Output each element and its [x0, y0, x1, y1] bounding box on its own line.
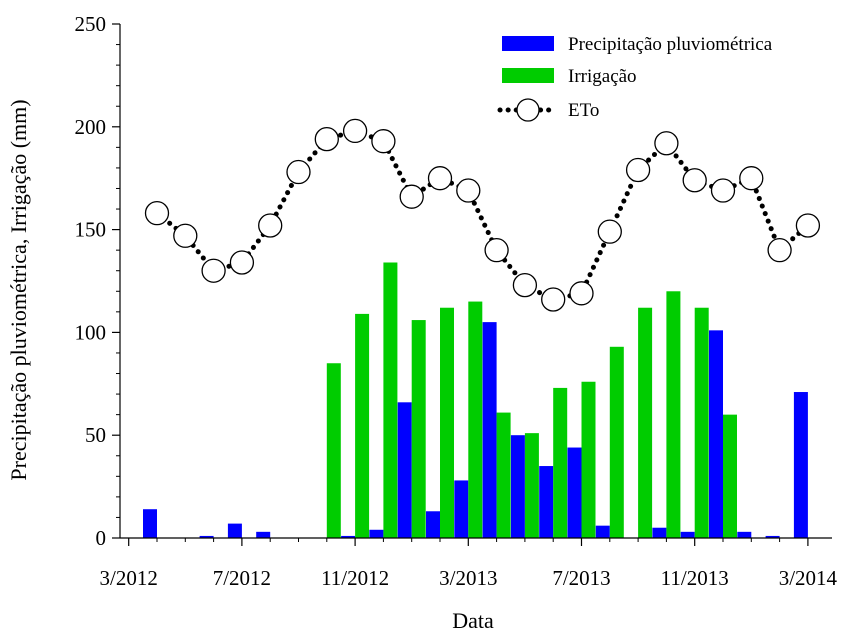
bar-precipitation-12/2012 — [369, 529, 384, 538]
eto-point-6/2012 — [201, 258, 226, 283]
bar-precipitation-6/2013 — [539, 466, 554, 538]
bar-irrigation-11/2012 — [355, 313, 370, 538]
bar-irrigation-7/2013 — [581, 381, 596, 538]
x-tick-label-3/2012: 3/2012 — [100, 566, 158, 590]
legend-swatch-precipitation — [502, 36, 554, 51]
eto-point-3/2014 — [795, 213, 821, 238]
bars-layer — [143, 262, 808, 538]
x-axis-title: Data — [452, 608, 494, 633]
eto-point-7/2013 — [569, 281, 594, 306]
eto-point-8/2013 — [597, 219, 622, 244]
x-tick-label-7/2012: 7/2012 — [213, 566, 271, 590]
eto-point-12/2013 — [710, 178, 736, 203]
bar-precipitation-1/2013 — [397, 402, 412, 538]
x-tick-label-7/2013: 7/2013 — [552, 566, 610, 590]
bar-precipitation-2/2013 — [426, 511, 440, 538]
bar-irrigation-10/2012 — [326, 363, 341, 538]
legend-label-precipitation: Precipitação pluviométrica — [568, 34, 773, 55]
legend-label-irrigation: Irrigação — [568, 66, 637, 87]
eto-point-3/2013 — [456, 178, 481, 203]
y-axis-title: Precipitação pluviométrica, Irrigação (m… — [6, 99, 31, 480]
legend: Precipitação pluviométrica Irrigação ETo — [497, 34, 773, 122]
bar-precipitation-7/2012 — [227, 523, 242, 538]
x-tick-label-11/2012: 11/2012 — [321, 566, 389, 590]
eto-point-6/2013 — [541, 287, 566, 312]
eto-point-10/2012 — [314, 126, 339, 152]
bar-precipitation-4/2012 — [143, 509, 157, 538]
legend-marker-eto — [516, 98, 540, 122]
bar-irrigation-12/2013 — [723, 414, 737, 538]
bar-precipitation-10/2013 — [652, 527, 667, 538]
y-tick-label-100: 100 — [75, 320, 107, 344]
eto-point-5/2012 — [173, 223, 198, 248]
bar-precipitation-11/2013 — [680, 531, 695, 538]
eto-point-12/2012 — [371, 129, 396, 154]
eto-point-8/2012 — [258, 213, 283, 238]
bar-precipitation-6/2012 — [199, 535, 214, 538]
bar-irrigation-11/2013 — [694, 307, 709, 538]
bar-irrigation-12/2012 — [383, 262, 398, 538]
bar-irrigation-6/2013 — [553, 387, 568, 538]
eto-line-layer — [144, 118, 821, 312]
bar-precipitation-7/2013 — [567, 447, 582, 538]
eto-point-5/2013 — [512, 272, 538, 298]
eto-point-2/2013 — [427, 166, 453, 191]
eto-point-11/2012 — [342, 118, 368, 144]
bar-irrigation-3/2013 — [468, 301, 483, 538]
bar-precipitation-5/2013 — [510, 435, 525, 538]
eto-point-9/2013 — [625, 157, 651, 183]
legend-label-eto: ETo — [568, 100, 599, 121]
bar-irrigation-5/2013 — [524, 433, 539, 538]
eto-point-9/2012 — [286, 159, 311, 185]
eto-point-4/2012 — [144, 201, 170, 226]
legend-swatch-irrigation — [502, 68, 554, 83]
y-tick-label-150: 150 — [75, 218, 107, 242]
axes: 0 50 100 150 200 250 3/2012 7/2012 11/2012 3/2013… — [75, 12, 838, 590]
x-tick-label-3/2014: 3/2014 — [779, 566, 838, 590]
bar-precipitation-11/2012 — [341, 535, 356, 538]
eto-point-7/2012 — [229, 250, 255, 275]
x-tick-label-3/2013: 3/2013 — [439, 566, 497, 590]
bar-precipitation-2/2014 — [765, 535, 780, 538]
bar-irrigation-1/2013 — [411, 320, 426, 538]
bar-precipitation-12/2013 — [709, 330, 723, 538]
bar-precipitation-1/2014 — [737, 531, 752, 538]
y-tick-label-50: 50 — [85, 423, 106, 447]
y-tick-label-200: 200 — [75, 115, 107, 139]
eto-point-4/2013 — [484, 238, 509, 263]
eto-point-11/2013 — [682, 168, 707, 193]
x-tick-label-11/2013: 11/2013 — [661, 566, 729, 590]
bar-irrigation-9/2013 — [638, 307, 653, 538]
bar-precipitation-8/2013 — [595, 525, 610, 538]
bar-precipitation-3/2013 — [454, 480, 469, 538]
bar-irrigation-4/2013 — [496, 412, 511, 538]
bar-precipitation-3/2014 — [793, 392, 808, 538]
eto-point-10/2013 — [654, 131, 679, 156]
bar-irrigation-2/2013 — [440, 307, 454, 538]
bar-irrigation-10/2013 — [666, 291, 681, 538]
bar-precipitation-4/2013 — [482, 322, 497, 538]
eto-point-1/2014 — [739, 166, 764, 191]
eto-line — [154, 128, 811, 303]
eto-point-1/2013 — [399, 184, 424, 209]
y-tick-label-0: 0 — [96, 526, 107, 550]
bar-precipitation-8/2012 — [256, 531, 271, 538]
y-tick-label-250: 250 — [75, 12, 107, 36]
bar-irrigation-8/2013 — [609, 346, 624, 538]
eto-point-2/2014 — [767, 238, 792, 263]
